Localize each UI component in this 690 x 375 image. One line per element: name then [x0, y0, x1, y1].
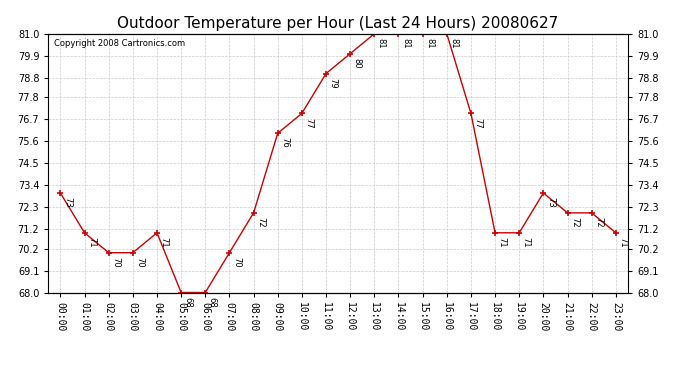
Text: 71: 71 [618, 237, 627, 248]
Text: 81: 81 [401, 38, 410, 48]
Text: 70: 70 [232, 257, 241, 267]
Text: 71: 71 [522, 237, 531, 248]
Text: 80: 80 [353, 58, 362, 69]
Text: 71: 71 [159, 237, 168, 248]
Text: 81: 81 [377, 38, 386, 48]
Text: 73: 73 [546, 197, 555, 208]
Text: 68: 68 [208, 297, 217, 307]
Text: 73: 73 [63, 197, 72, 208]
Text: Copyright 2008 Cartronics.com: Copyright 2008 Cartronics.com [54, 39, 185, 48]
Text: 76: 76 [280, 137, 289, 148]
Text: 77: 77 [473, 117, 482, 128]
Text: 81: 81 [425, 38, 434, 48]
Text: 70: 70 [111, 257, 120, 267]
Text: 71: 71 [87, 237, 96, 248]
Text: 81: 81 [449, 38, 458, 48]
Text: 70: 70 [135, 257, 144, 267]
Text: 79: 79 [328, 78, 337, 88]
Text: 72: 72 [570, 217, 579, 228]
Text: 68: 68 [184, 297, 193, 307]
Text: 77: 77 [304, 117, 313, 128]
Text: 71: 71 [497, 237, 506, 248]
Text: 72: 72 [594, 217, 603, 228]
Title: Outdoor Temperature per Hour (Last 24 Hours) 20080627: Outdoor Temperature per Hour (Last 24 Ho… [117, 16, 559, 31]
Text: 72: 72 [256, 217, 265, 228]
